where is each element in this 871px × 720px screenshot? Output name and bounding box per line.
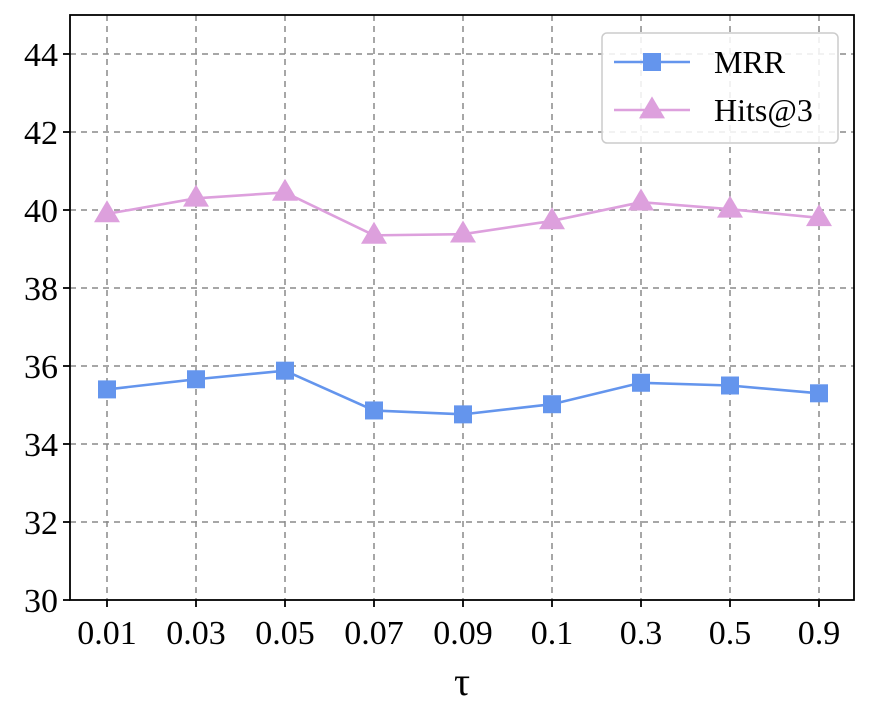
y-tick-label: 36 <box>24 349 58 386</box>
y-tick-label: 30 <box>24 583 58 620</box>
y-tick-label: 38 <box>24 271 58 308</box>
x-tick-label: 0.05 <box>255 615 315 652</box>
hits-3-point <box>628 188 654 211</box>
series-mrr <box>98 361 828 424</box>
mrr-point <box>276 361 294 380</box>
x-tick-label: 0.01 <box>77 615 137 652</box>
mrr-point <box>721 376 739 395</box>
hits-3-point <box>450 220 476 243</box>
x-tick-label: 0.1 <box>531 615 574 652</box>
hits-3-point <box>806 204 832 227</box>
legend-mrr-label: MRR <box>714 44 786 80</box>
x-tick-label: 0.5 <box>709 615 752 652</box>
y-tick-label: 34 <box>24 427 58 464</box>
mrr-point <box>810 384 828 403</box>
x-tick-label: 0.09 <box>433 615 493 652</box>
x-tick-label: 0.3 <box>620 615 663 652</box>
y-tick-label: 32 <box>24 505 58 542</box>
mrr-point <box>98 380 116 399</box>
legend: MRR Hits@3 <box>601 32 839 144</box>
y-tick-label: 42 <box>24 115 58 152</box>
x-tick-label: 0.07 <box>344 615 404 652</box>
hits-3-point <box>94 200 120 223</box>
mrr-point <box>543 395 561 414</box>
mrr-point <box>632 373 650 392</box>
mrr-point <box>365 401 383 420</box>
series-layer <box>94 178 832 424</box>
ticks: 0.01 0.03 0.05 0.07 0.09 0.1 0.3 0.5 0.9 30 32 34 36… <box>24 37 840 652</box>
legend-hits-3-marker <box>639 96 665 119</box>
hits-3-point <box>272 178 298 201</box>
hits-3-point <box>717 195 743 218</box>
mrr-point <box>187 370 205 389</box>
x-axis-title: τ <box>454 659 470 704</box>
y-tick-label: 40 <box>24 193 58 230</box>
y-tick-label: 44 <box>24 37 58 74</box>
x-tick-label: 0.9 <box>798 615 841 652</box>
series-hits-3 <box>94 178 832 244</box>
mrr-point <box>454 405 472 424</box>
plot-area-frame <box>69 14 855 601</box>
hits-3-point <box>361 221 387 244</box>
legend-mrr-marker <box>643 53 661 71</box>
legend-hits-3-label: Hits@3 <box>714 92 813 128</box>
hits-3-point <box>539 207 565 230</box>
hits-3-point <box>183 184 209 207</box>
x-tick-label: 0.03 <box>166 615 226 652</box>
